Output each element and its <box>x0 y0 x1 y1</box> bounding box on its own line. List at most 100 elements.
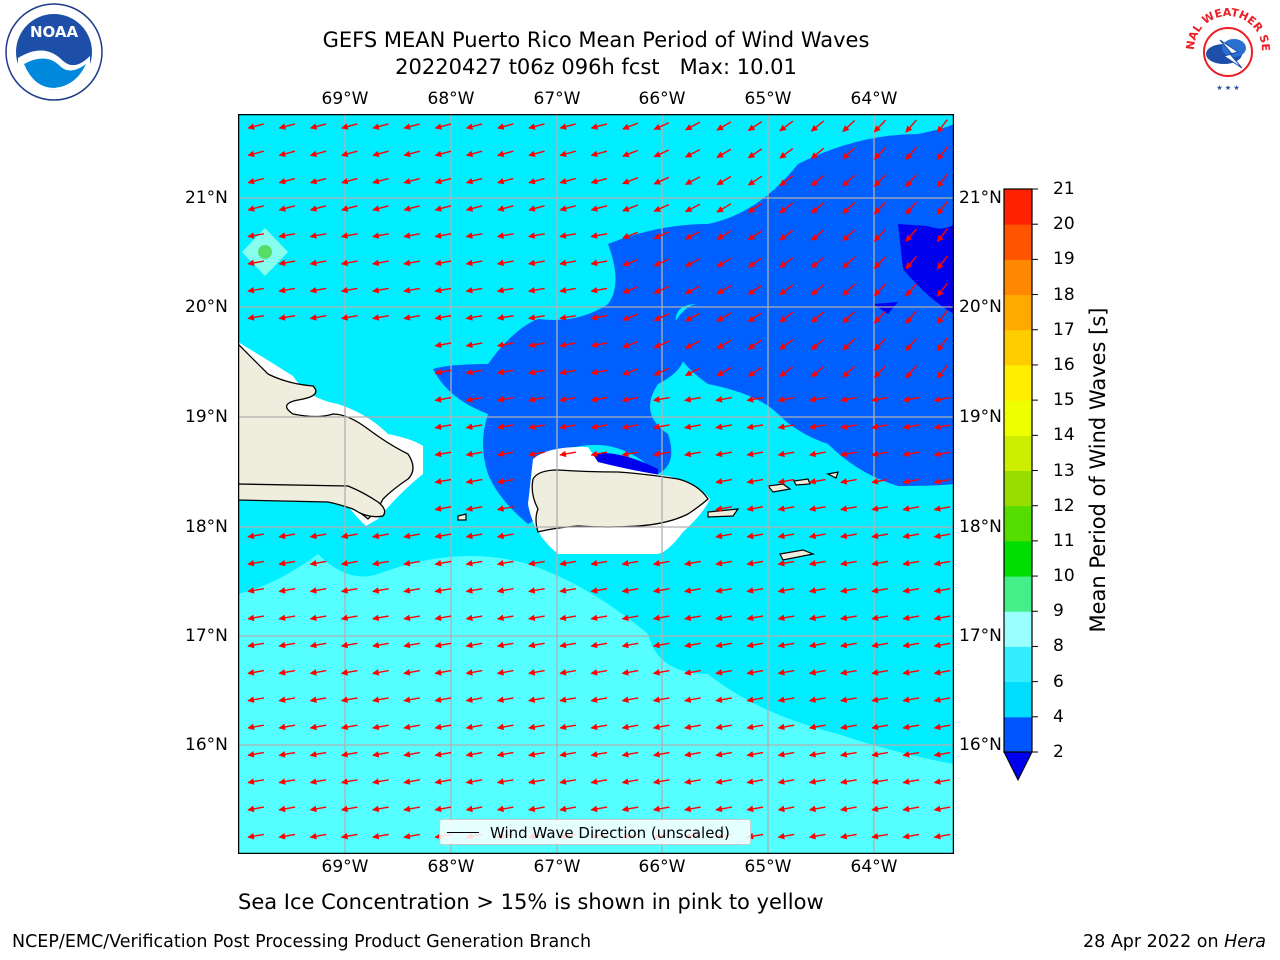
wave-direction-arrowhead <box>496 778 504 785</box>
wave-direction-arrowhead <box>528 123 536 130</box>
wave-direction-arrowhead <box>528 723 536 731</box>
wave-direction-arrowhead <box>746 450 754 458</box>
wave-direction-arrowhead <box>496 341 504 348</box>
colorbar-frame <box>1003 188 1033 753</box>
wave-direction-arrowhead <box>747 342 756 350</box>
wave-direction-arrowhead <box>905 180 913 188</box>
wave-direction-arrowhead <box>559 150 567 158</box>
wave-direction-arrowhead <box>309 205 318 212</box>
wave-direction-arrowhead <box>779 124 787 132</box>
wave-direction-arrowhead <box>621 751 629 758</box>
wave-direction-arrowhead <box>840 423 848 430</box>
wave-direction-arrowhead <box>528 341 536 348</box>
wave-direction-arrowhead <box>840 723 848 731</box>
wave-direction-arrowhead <box>905 152 913 161</box>
wave-direction-arrowhead <box>933 423 941 430</box>
wave-direction-arrowhead <box>247 205 255 212</box>
wave-direction-arrowhead <box>684 723 692 731</box>
wave-direction-arrowhead <box>247 751 255 758</box>
wave-direction-arrowhead <box>465 587 473 594</box>
wave-direction-arrowhead <box>278 641 286 649</box>
wave-direction-arrowhead <box>528 286 536 294</box>
wave-direction-arrowhead <box>434 532 442 540</box>
wave-direction-arrowhead <box>933 505 941 512</box>
wave-direction-arrowhead <box>559 232 567 239</box>
wave-direction-arrowhead <box>684 369 693 376</box>
footer-date: 28 Apr 2022 on Hera <box>1083 932 1266 952</box>
wave-direction-arrowhead <box>621 614 629 621</box>
wave-direction-arrowhead <box>278 150 286 158</box>
wave-direction-arrowhead <box>746 559 754 567</box>
wave-direction-arrowhead <box>372 587 380 594</box>
wave-direction-arrowhead <box>559 805 567 813</box>
colorbar-tick-label: 2 <box>1053 742 1064 762</box>
wave-direction-arrowhead <box>559 205 567 212</box>
wave-direction-arrowhead <box>902 723 910 731</box>
wave-direction-arrowhead <box>590 205 598 212</box>
wave-direction-arrowhead <box>340 805 348 813</box>
wave-direction-arrowhead <box>621 396 629 403</box>
land-vieques <box>707 508 740 518</box>
wave-direction-arrowhead <box>933 723 941 731</box>
wave-direction-arrowhead <box>465 778 473 785</box>
colorbar-tick-label: 21 <box>1053 179 1075 199</box>
wave-direction-arrowhead <box>340 178 349 185</box>
wave-direction-arrowhead <box>777 478 785 485</box>
wave-direction-arrowhead <box>902 505 910 512</box>
wave-direction-arrowhead <box>434 559 442 567</box>
wave-direction-arrowhead <box>465 450 473 458</box>
wave-direction-arrowhead <box>746 751 754 758</box>
wave-direction-arrowhead <box>559 341 567 348</box>
wave-direction-arrowhead <box>779 315 787 323</box>
wave-direction-arrowhead <box>777 614 785 621</box>
wave-direction-arrowhead <box>340 587 348 594</box>
footer-date-text: 28 Apr 2022 on <box>1083 932 1225 952</box>
wave-direction-arrowhead <box>247 314 255 321</box>
wave-direction-arrowhead <box>747 124 756 131</box>
wave-direction-arrowhead <box>621 696 629 703</box>
wave-direction-arrowhead <box>842 152 850 160</box>
wave-direction-arrowhead <box>465 696 473 703</box>
wave-direction-arrowhead <box>933 641 941 649</box>
wave-direction-arrowhead <box>902 614 910 621</box>
wave-direction-arrowhead <box>340 314 348 321</box>
gridlines <box>238 114 954 854</box>
wave-direction-arrowhead <box>496 150 505 158</box>
wave-direction-arrowhead <box>434 178 442 185</box>
wave-direction-arrowhead <box>621 450 629 458</box>
wave-direction-arrowhead <box>278 723 286 731</box>
wave-direction-arrowhead <box>840 778 848 785</box>
wave-direction-arrowhead <box>590 723 598 731</box>
wave-direction-arrowhead <box>465 205 474 212</box>
wave-direction-arrowhead <box>528 205 536 212</box>
wave-direction-arrowhead <box>902 532 910 540</box>
wave-direction-arrowhead <box>777 805 785 813</box>
wave-direction-arrowhead <box>684 206 693 213</box>
colorbar-tick-label: 9 <box>1053 601 1064 622</box>
wave-direction-arrowhead <box>340 751 348 758</box>
wave-direction-arrowhead <box>808 805 816 813</box>
wave-direction-arrowhead <box>559 368 567 376</box>
wave-direction-arrowhead <box>559 587 567 594</box>
wave-direction-arrowhead <box>716 206 724 213</box>
footer-machine: Hera <box>1224 932 1266 952</box>
wave-direction-arrowhead <box>403 150 411 158</box>
wave-direction-arrowhead <box>528 178 536 185</box>
lon-tick-top: 67°W <box>533 89 581 109</box>
wave-direction-arrowhead <box>933 532 941 540</box>
wave-direction-arrowhead <box>278 751 286 758</box>
wave-direction-arrowhead <box>403 232 411 239</box>
wave-direction-arrowhead <box>933 587 941 594</box>
wave-direction-arrowhead <box>842 343 850 351</box>
colorbar-tick-label: 11 <box>1053 530 1075 551</box>
wave-direction-arrowhead <box>746 505 754 512</box>
wave-direction-arrowhead <box>403 559 411 567</box>
wave-direction-arrowhead <box>715 614 723 621</box>
colorbar-tick-label: 4 <box>1053 706 1064 727</box>
colorbar-tick-label: 10 <box>1053 566 1075 587</box>
wave-direction-arrowhead <box>746 641 754 649</box>
wave-direction-arrowhead <box>933 669 941 676</box>
wave-direction-arrowhead <box>808 614 816 621</box>
wave-direction-arrowhead <box>434 669 442 676</box>
wave-direction-arrowhead <box>840 751 848 758</box>
